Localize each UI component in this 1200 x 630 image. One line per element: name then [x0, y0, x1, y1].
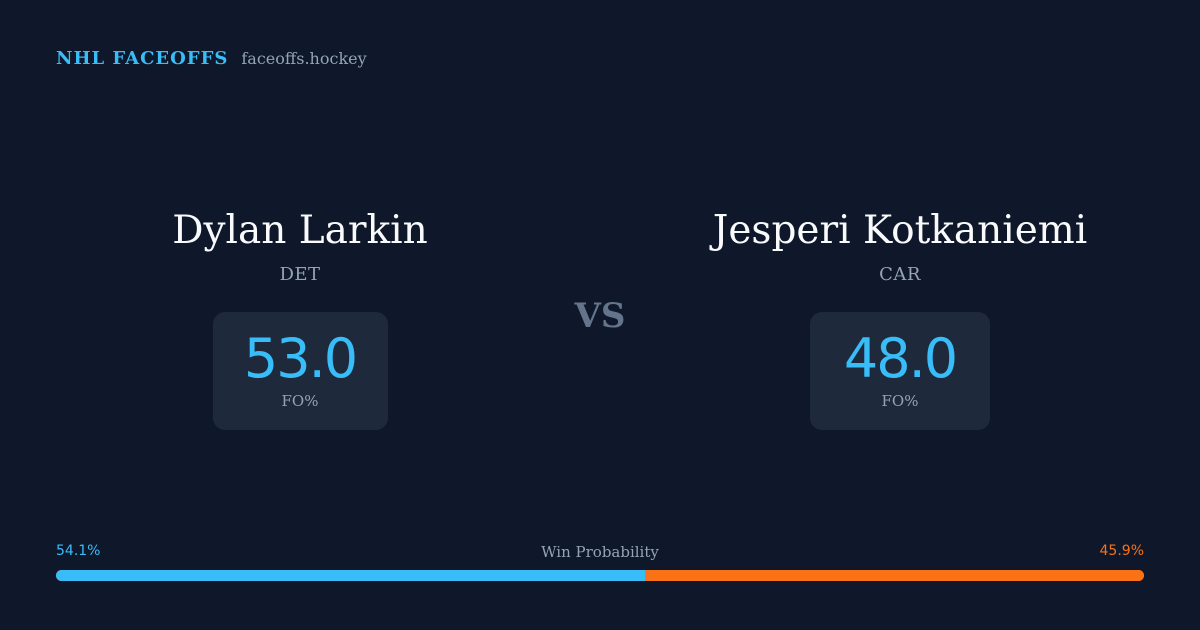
player-right: Jesperi Kotkaniemi CAR 48.0 FO% — [650, 206, 1150, 430]
faceoff-stat-card: 48.0 FO% — [810, 312, 990, 430]
site-url: faceoffs.hockey — [241, 49, 367, 68]
faceoff-stat-card: 53.0 FO% — [212, 312, 388, 430]
left-win-probability: 54.1% — [56, 543, 101, 559]
player-left: Dylan Larkin DET 53.0 FO% — [50, 206, 550, 430]
stat-label: FO% — [881, 392, 919, 410]
brand-header: NHL FACEOFFS faceoffs.hockey — [56, 48, 367, 69]
stat-label: FO% — [281, 392, 319, 410]
right-win-probability: 45.9% — [1099, 543, 1144, 559]
versus-label: VS — [574, 296, 626, 336]
team-abbreviation: CAR — [879, 264, 921, 285]
player-name: Jesperi Kotkaniemi — [712, 208, 1088, 253]
faceoff-percentage: 48.0 — [843, 327, 958, 390]
player-name: Dylan Larkin — [172, 208, 428, 253]
faceoff-percentage: 53.0 — [243, 327, 358, 390]
win-probability-title: Win Probability — [541, 543, 659, 561]
team-abbreviation: DET — [279, 264, 321, 285]
win-probability-labels: 54.1% Win Probability 45.9% — [56, 543, 1144, 563]
brand-name: NHL FACEOFFS — [56, 48, 229, 69]
left-probability-fill — [56, 570, 645, 581]
win-probability-bar — [56, 570, 1144, 581]
right-probability-fill — [644, 570, 1144, 581]
